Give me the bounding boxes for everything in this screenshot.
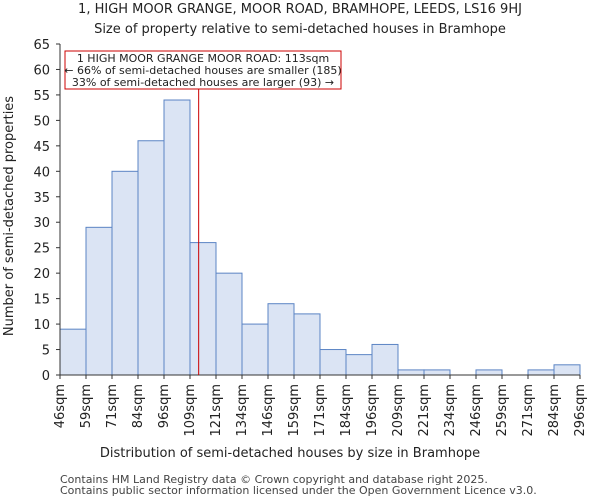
bar-121sqm (215, 272, 243, 376)
y-tick-label: 30 (33, 216, 50, 231)
x-tick-label: 259sqm (495, 384, 510, 437)
footer-line2: Contains public sector information licen… (60, 484, 537, 497)
y-tick-label: 15 (33, 293, 50, 308)
x-tick-label: 134sqm (235, 384, 250, 437)
bar-71sqm (111, 170, 139, 376)
x-tick-label: 284sqm (547, 384, 562, 437)
x-tick-label: 146sqm (261, 384, 276, 437)
bar-109sqm (189, 242, 217, 376)
x-tick-label: 209sqm (391, 384, 406, 437)
bar-196sqm (371, 343, 399, 376)
annotation-border (64, 50, 342, 90)
y-tick-label: 35 (33, 191, 50, 206)
x-axis-ticks: 46sqm 59sqm 71sqm 84sqm 96sqm 109sqm 121sqm 134… (53, 375, 588, 437)
x-tick-label: 196sqm (365, 384, 380, 437)
x-tick-label: 71sqm (105, 384, 120, 428)
x-tick-label: 121sqm (209, 384, 224, 437)
y-tick-label: 50 (33, 114, 50, 129)
x-tick-label: 246sqm (469, 384, 484, 437)
x-tick-label: 184sqm (339, 384, 354, 437)
x-tick-label: 271sqm (521, 384, 536, 437)
x-tick-label: 221sqm (417, 384, 432, 437)
annotation-line1: 1 HIGH MOOR GRANGE MOOR ROAD: 113sqm (77, 52, 329, 65)
bar-271sqm (527, 369, 555, 376)
bar-46sqm (59, 328, 87, 376)
y-tick-label: 60 (33, 63, 50, 78)
y-tick-label: 25 (33, 242, 50, 257)
y-tick-label: 65 (33, 38, 50, 53)
x-tick-label: 171sqm (313, 384, 328, 437)
bar-209sqm (397, 369, 425, 376)
x-tick-label: 159sqm (287, 384, 302, 437)
bar-96sqm (163, 99, 191, 376)
bar-246sqm (475, 369, 503, 376)
y-axis-label: Number of semi-detached properties (2, 96, 17, 336)
bar-84sqm (137, 140, 165, 376)
bar-146sqm (267, 303, 295, 376)
chart-title-line2: Size of property relative to semi-detach… (94, 22, 506, 37)
y-tick-label: 20 (33, 267, 50, 282)
y-tick-label: 40 (33, 165, 50, 180)
y-tick-label: 45 (33, 140, 50, 155)
y-tick-label: 5 (42, 344, 50, 359)
bar-159sqm (293, 313, 321, 376)
y-tick-label: 0 (42, 369, 50, 384)
bar-59sqm (85, 226, 113, 376)
bar-221sqm (423, 369, 451, 376)
y-tick-label: 10 (33, 318, 50, 333)
bars-group (59, 99, 581, 376)
x-tick-label: 84sqm (131, 384, 146, 428)
annotation-line3: 33% of semi-detached houses are larger (… (72, 76, 334, 89)
x-tick-label: 46sqm (53, 384, 68, 428)
annotation-line2: ← 66% of semi-detached houses are smalle… (64, 64, 341, 77)
bar-171sqm (319, 349, 347, 376)
chart-title-line1: 1, HIGH MOOR GRANGE, MOOR ROAD, BRAMHOPE… (78, 2, 522, 17)
y-axis-ticks: 0 5 10 15 20 25 30 35 40 45 50 55 60 65 (33, 38, 60, 384)
annotation-box: 1 HIGH MOOR GRANGE MOOR ROAD: 113sqm ← 6… (64, 50, 342, 90)
bar-284sqm (553, 364, 581, 376)
x-tick-label: 59sqm (79, 384, 94, 428)
x-tick-label: 234sqm (443, 384, 458, 437)
x-tick-label: 296sqm (573, 384, 588, 437)
y-tick-label: 55 (33, 89, 50, 104)
x-axis-label: Distribution of semi-detached houses by … (100, 446, 480, 461)
bar-184sqm (345, 354, 373, 376)
bar-134sqm (241, 323, 269, 376)
x-tick-label: 109sqm (183, 384, 198, 437)
x-tick-label: 96sqm (157, 384, 172, 428)
footer-line1: Contains HM Land Registry data © Crown c… (60, 473, 488, 486)
